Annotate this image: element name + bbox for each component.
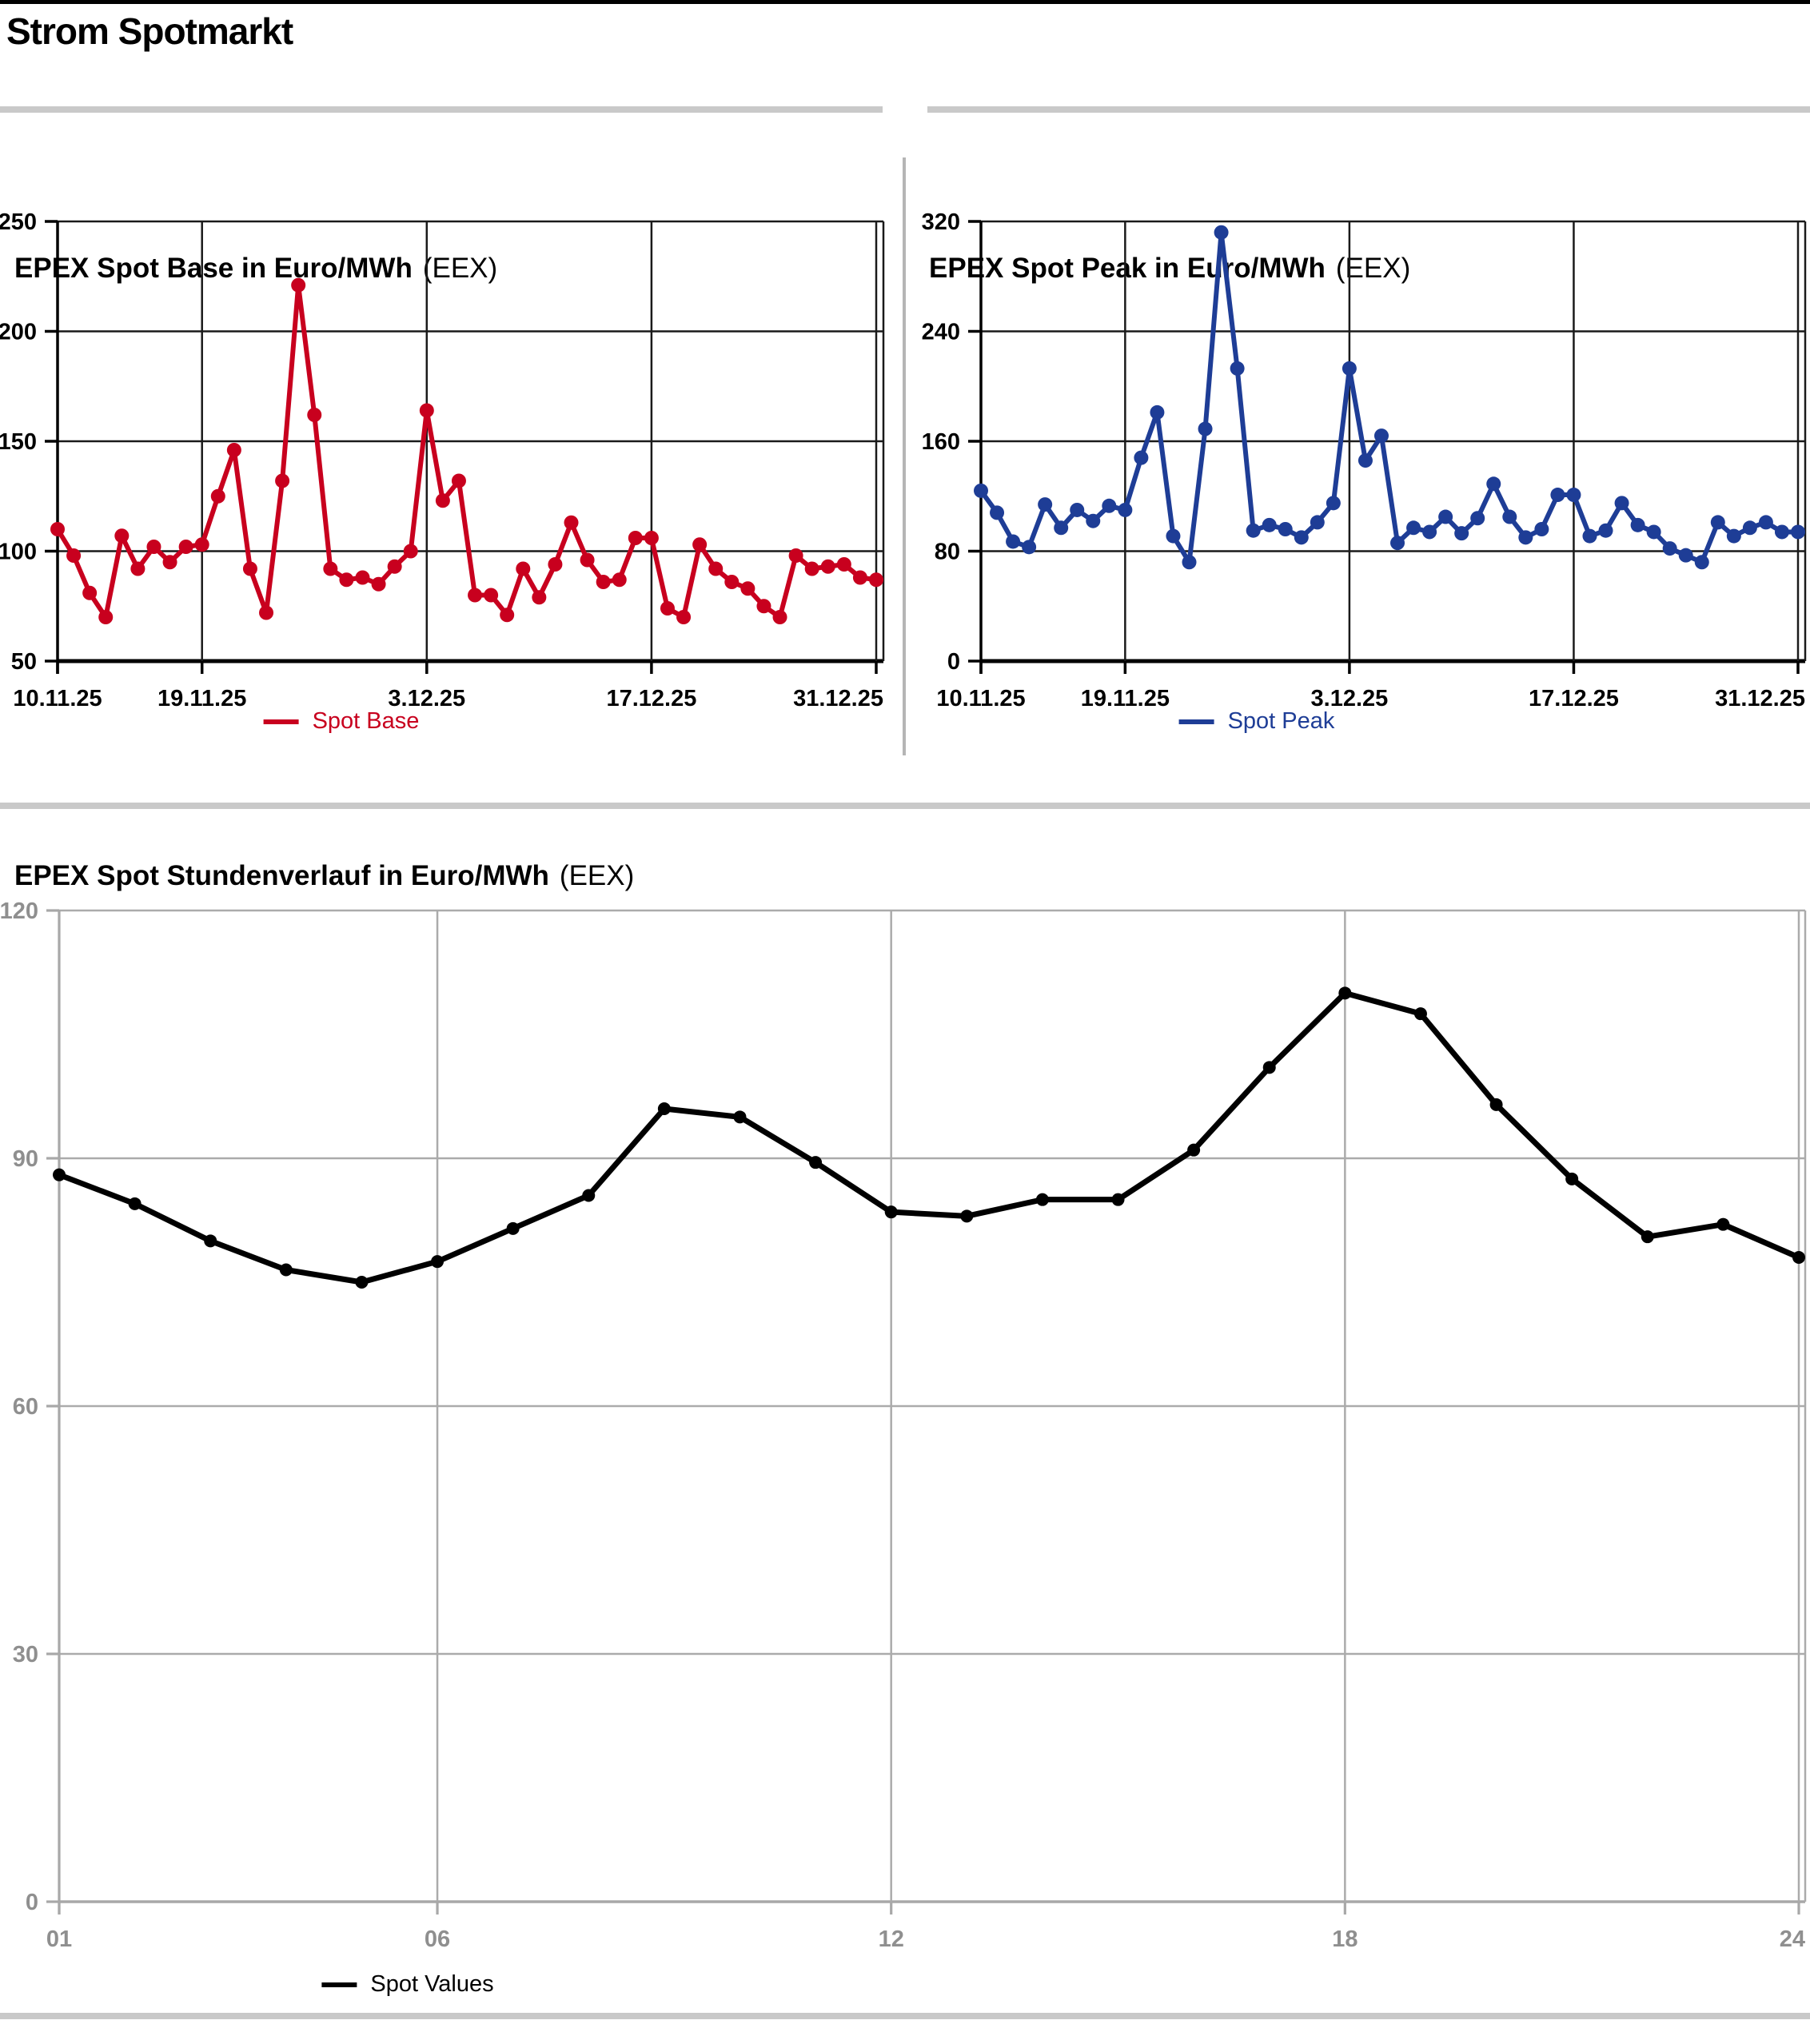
svg-text:17.12.25: 17.12.25: [606, 686, 696, 711]
top-border-line: [0, 0, 1810, 4]
chart-title-stundenverlauf-source: (EEX): [559, 860, 635, 891]
svg-text:19.11.25: 19.11.25: [1081, 686, 1170, 711]
svg-text:160: 160: [922, 429, 960, 455]
chart-title-stundenverlauf-text: EPEX Spot Stundenverlauf in Euro/MWh: [14, 860, 549, 891]
svg-text:12: 12: [879, 1926, 904, 1952]
svg-text:90: 90: [13, 1146, 38, 1172]
legend-line-icon: [321, 1982, 357, 1987]
svg-text:10.11.25: 10.11.25: [13, 686, 102, 711]
svg-text:31.12.25: 31.12.25: [793, 686, 883, 711]
chart-title-spot-base-source: (EEX): [422, 253, 498, 284]
svg-text:01: 01: [46, 1926, 72, 1952]
divider-middle: [0, 803, 1810, 809]
svg-text:0: 0: [26, 1890, 38, 1915]
svg-text:150: 150: [0, 429, 37, 455]
svg-text:100: 100: [0, 540, 37, 565]
chart-title-spot-peak-text: EPEX Spot Peak in Euro/MWh: [929, 253, 1326, 284]
svg-text:31.12.25: 31.12.25: [1715, 686, 1805, 711]
legend-label: Spot Values: [370, 1971, 494, 1997]
page-title: Strom Spotmarkt: [6, 10, 293, 52]
legend-label: Spot Peak: [1227, 708, 1335, 734]
svg-text:240: 240: [922, 320, 960, 345]
legend-line-icon: [263, 719, 299, 724]
svg-text:80: 80: [935, 540, 960, 565]
svg-text:320: 320: [922, 209, 960, 235]
svg-text:19.11.25: 19.11.25: [157, 686, 246, 711]
svg-text:10.11.25: 10.11.25: [936, 686, 1025, 711]
chart-title-stundenverlauf: EPEX Spot Stundenverlauf in Euro/MWh (EEX…: [14, 860, 634, 892]
svg-text:30: 30: [13, 1642, 38, 1667]
chart-separator-line: [903, 157, 906, 755]
chart-title-spot-base-text: EPEX Spot Base in Euro/MWh: [14, 253, 413, 284]
legend-label: Spot Base: [312, 708, 420, 734]
svg-text:120: 120: [0, 898, 38, 924]
svg-text:50: 50: [11, 649, 37, 675]
legend-line-icon: [1178, 719, 1214, 724]
chart-title-spot-peak-source: (EEX): [1335, 253, 1411, 284]
svg-text:60: 60: [13, 1394, 38, 1420]
svg-text:200: 200: [0, 320, 37, 345]
legend-spot-base: Spot Base: [263, 708, 420, 735]
svg-text:250: 250: [0, 209, 37, 235]
legend-spot-peak: Spot Peak: [1178, 708, 1335, 735]
chart-title-spot-base: EPEX Spot Base in Euro/MWh (EEX): [14, 253, 497, 285]
legend-spot-values: Spot Values: [321, 1971, 494, 1998]
svg-text:17.12.25: 17.12.25: [1529, 686, 1619, 711]
divider-top-left: [0, 106, 883, 113]
divider-bottom: [0, 2013, 1810, 2019]
divider-top-right: [927, 106, 1810, 113]
svg-text:18: 18: [1332, 1926, 1358, 1952]
svg-text:0: 0: [947, 649, 960, 675]
chart-title-spot-peak: EPEX Spot Peak in Euro/MWh (EEX): [929, 253, 1410, 285]
svg-text:24: 24: [1780, 1926, 1805, 1952]
svg-text:06: 06: [425, 1926, 450, 1952]
